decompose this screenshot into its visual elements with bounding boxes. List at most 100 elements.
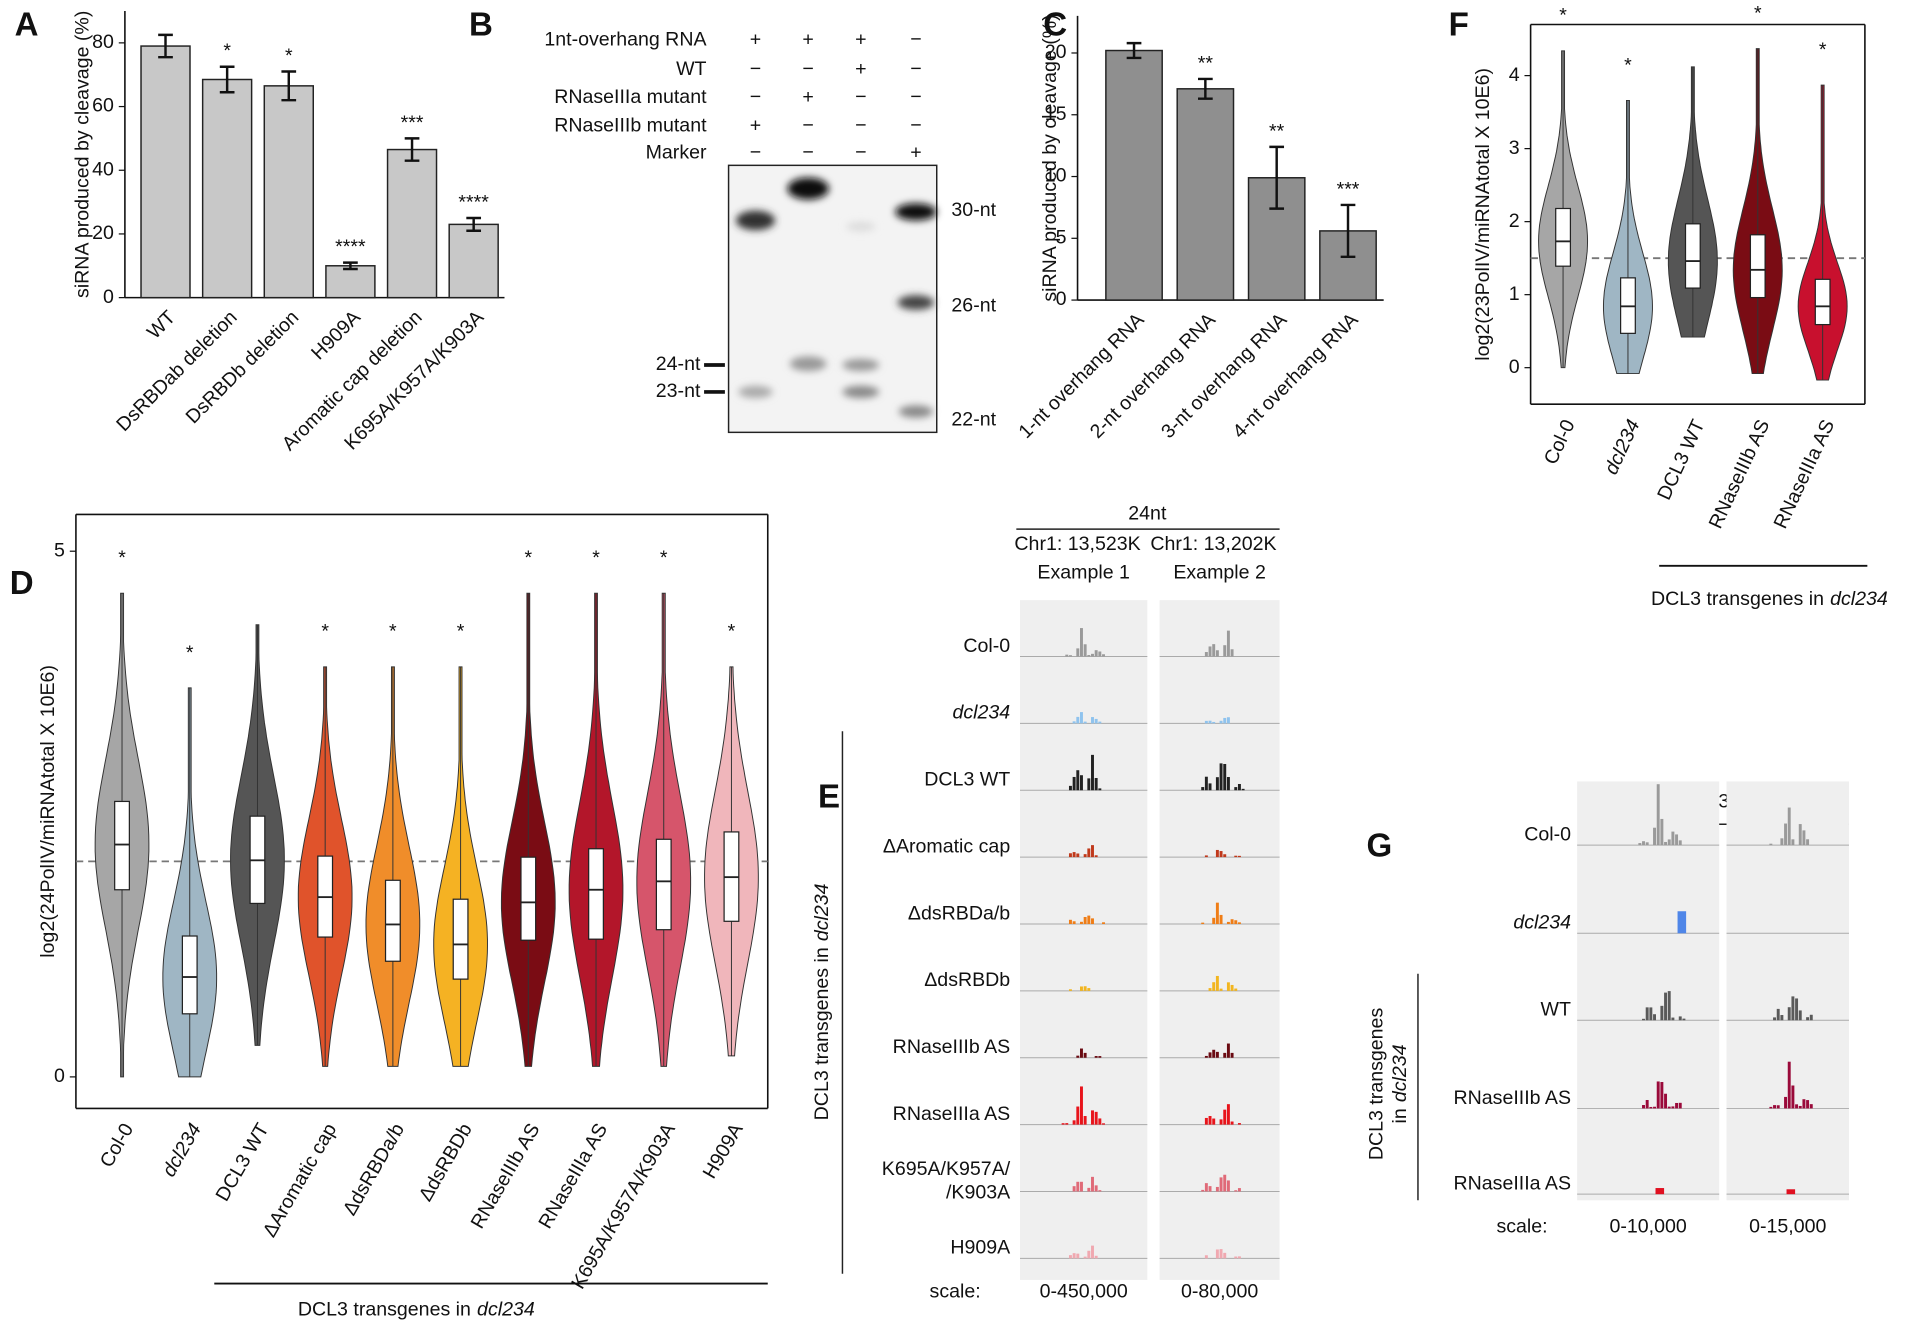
panel-letter: G xyxy=(1367,827,1393,864)
track-signal xyxy=(1667,839,1671,846)
track-signal xyxy=(1215,1186,1219,1192)
row-label: Col-0 xyxy=(963,635,1010,657)
track-signal xyxy=(1201,922,1205,924)
error-bar xyxy=(1340,203,1356,259)
track-signal xyxy=(1675,834,1679,846)
gel-band xyxy=(895,203,937,221)
bar xyxy=(448,223,499,299)
x-tick-label: ΔdsRBDa/b xyxy=(339,1120,409,1220)
lane-symbol: + xyxy=(750,114,761,136)
track-signal xyxy=(1671,1106,1675,1109)
significance: * xyxy=(223,40,231,62)
track-signal xyxy=(1087,655,1091,657)
track-signal xyxy=(1080,775,1083,791)
track-signal xyxy=(1234,920,1238,924)
scale-value: 0-80,000 xyxy=(1181,1280,1258,1302)
track-signal xyxy=(1208,646,1212,657)
track-signal xyxy=(1201,1189,1205,1192)
group-label: DCL3 transgenes in dcl234 xyxy=(1651,588,1888,610)
y-tick-label: 0 xyxy=(1509,356,1520,378)
track-signal xyxy=(1076,716,1080,724)
track-signal xyxy=(1773,1105,1776,1109)
track-signal xyxy=(1102,922,1105,924)
significance: ** xyxy=(1269,120,1285,142)
gel-band xyxy=(897,295,935,310)
track-signal xyxy=(1076,1055,1080,1058)
scale-label: scale: xyxy=(930,1280,981,1302)
significance: * xyxy=(592,547,600,569)
track-signal xyxy=(1769,843,1773,846)
lane-symbol: − xyxy=(855,86,866,108)
track-signal xyxy=(1080,628,1083,657)
lane-symbol: − xyxy=(802,58,813,80)
y-axis-label: siRNA produced by cleavage (%) xyxy=(1039,14,1061,301)
track-signal xyxy=(1076,1181,1080,1192)
y-tick-label: 40 xyxy=(92,158,114,180)
y-tick-label: 1 xyxy=(1509,283,1520,305)
lane-symbol: + xyxy=(802,29,813,51)
track-signal xyxy=(1094,778,1098,791)
track-signal xyxy=(1098,1056,1102,1058)
track-signal xyxy=(1234,988,1238,991)
x-tick-label: Col-0 xyxy=(96,1120,138,1172)
row-label: ΔdsRBDa/b xyxy=(908,902,1010,924)
condition-label: RNaseIIIa mutant xyxy=(554,86,707,108)
x-tick-label: RNaseIIIa AS xyxy=(1770,416,1840,532)
significance: * xyxy=(186,642,194,664)
row-label: Col-0 xyxy=(1524,823,1571,845)
track-signal xyxy=(1795,1104,1799,1109)
group-label: DCL3 transgenes xyxy=(1366,1008,1388,1161)
row-label: dcl234 xyxy=(953,702,1011,724)
track-signal xyxy=(1072,776,1076,791)
lane-symbol: − xyxy=(910,58,921,80)
track-signal xyxy=(1212,721,1216,724)
track-signal xyxy=(1642,1105,1645,1109)
row-label: DCL3 WT xyxy=(924,769,1010,791)
track-signal xyxy=(1068,919,1072,924)
error-bar xyxy=(219,65,235,94)
y-tick-label: 10 xyxy=(1045,165,1067,187)
track-signal xyxy=(1653,1014,1656,1021)
track-signal xyxy=(1094,1111,1098,1125)
significance: * xyxy=(524,547,532,569)
y-tick-label: 3 xyxy=(1509,137,1520,159)
track-signal xyxy=(1076,1106,1080,1125)
size-marker: 22-nt xyxy=(951,408,996,430)
y-tick-label: 2 xyxy=(1509,210,1520,232)
row-label: RNaseIIIa AS xyxy=(1454,1173,1572,1195)
track-signal xyxy=(1091,653,1094,657)
track-signal xyxy=(1208,1186,1212,1192)
track-signal xyxy=(1806,1100,1810,1109)
gel-bands xyxy=(735,177,937,418)
significance: * xyxy=(660,547,668,569)
track-signal xyxy=(1076,1253,1080,1259)
x-tick-label: H909A xyxy=(307,306,366,365)
significance: **** xyxy=(458,191,489,213)
x-tick-label: DsRBDb deletion xyxy=(182,306,304,428)
track-signal xyxy=(1208,783,1212,791)
track-signal xyxy=(1656,1081,1660,1109)
track-signal xyxy=(1219,914,1223,924)
track-signal xyxy=(1769,1106,1773,1109)
track-signal xyxy=(1068,853,1072,858)
track-signal xyxy=(1219,763,1223,791)
track-signal xyxy=(1798,824,1802,846)
track-signal xyxy=(1226,717,1230,724)
track-signal xyxy=(1671,831,1675,846)
track-signal xyxy=(1780,838,1784,846)
track-signal xyxy=(1787,807,1791,846)
significance: * xyxy=(1754,2,1762,24)
track-signal xyxy=(1656,784,1660,846)
panel-letter: B xyxy=(469,7,493,44)
lane-symbol: − xyxy=(855,141,866,163)
track-signal xyxy=(1682,1018,1686,1021)
track-signal xyxy=(1230,919,1234,924)
track-signal xyxy=(1226,1180,1230,1192)
track-signal xyxy=(1212,1049,1216,1058)
track-signal xyxy=(1072,1186,1076,1192)
track-signal xyxy=(1091,845,1094,858)
panel-letter: E xyxy=(818,778,840,815)
significance: * xyxy=(1624,54,1632,76)
track-signal xyxy=(1798,1105,1802,1109)
